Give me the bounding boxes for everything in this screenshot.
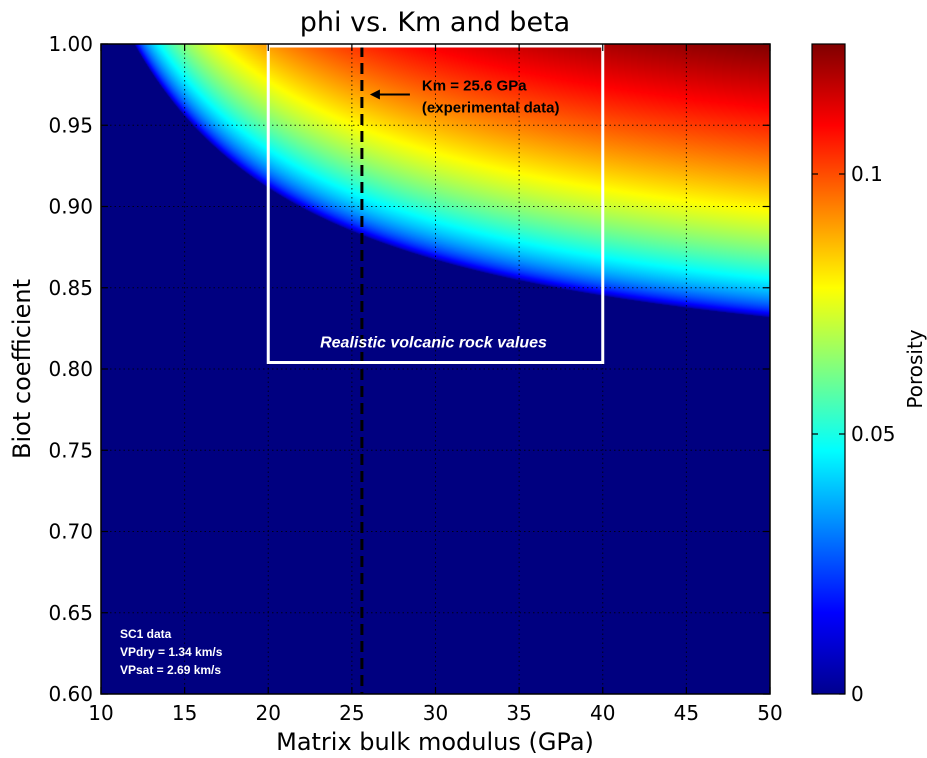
y-axis: 0.60 0.65 0.70 0.75 0.80 0.85 0.90 0.95 1.00 bbox=[48, 32, 770, 706]
km-annotation-line-2: (experimental data) bbox=[422, 100, 560, 117]
km-annotation: Km = 25.6 GPa (experimental data) bbox=[369, 78, 560, 117]
y-tick-label: 1.00 bbox=[48, 32, 93, 56]
y-tick-label: 0.90 bbox=[48, 195, 93, 219]
y-tick-label: 0.75 bbox=[48, 438, 93, 462]
chart-title: phi vs. Km and beta bbox=[300, 7, 570, 38]
colorbar-tick-label: 0 bbox=[851, 682, 864, 706]
x-tick-label: 30 bbox=[423, 701, 448, 725]
x-tick-label: 50 bbox=[757, 701, 782, 725]
y-tick-label: 0.95 bbox=[48, 113, 93, 137]
sc1-annotation-line-2: VPdry = 1.34 km/s bbox=[120, 645, 223, 659]
y-tick-label: 0.60 bbox=[48, 682, 93, 706]
colorbar: 0 0.05 0.1 Porosity bbox=[811, 43, 927, 706]
sc1-annotation-line-3: VPsat = 2.69 km/s bbox=[120, 663, 221, 677]
x-tick-label: 25 bbox=[339, 701, 364, 725]
grid-lines bbox=[101, 44, 770, 694]
y-tick-label: 0.65 bbox=[48, 601, 93, 625]
realistic-values-label: Realistic volcanic rock values bbox=[320, 335, 547, 352]
x-tick-label: 35 bbox=[506, 701, 531, 725]
colorbar-label: Porosity bbox=[903, 329, 927, 408]
x-tick-label: 10 bbox=[88, 701, 113, 725]
km-annotation-line-1: Km = 25.6 GPa bbox=[422, 78, 527, 95]
colorbar-ticks: 0 0.05 0.1 bbox=[812, 162, 896, 706]
x-axis-label: Matrix bulk modulus (GPa) bbox=[276, 728, 594, 756]
colorbar-tick-label: 0.1 bbox=[851, 162, 883, 186]
x-tick-label: 45 bbox=[674, 701, 699, 725]
y-axis-label: Biot coefficient bbox=[8, 279, 36, 459]
sc1-data-annotation: SC1 data VPdry = 1.34 km/s VPsat = 2.69 … bbox=[120, 627, 223, 677]
km-annotation-arrowhead bbox=[369, 89, 380, 100]
x-axis: 10 15 20 25 30 35 40 45 50 bbox=[88, 44, 783, 725]
x-tick-label: 15 bbox=[172, 701, 197, 725]
colorbar-gradient bbox=[811, 43, 846, 695]
y-tick-label: 0.80 bbox=[48, 357, 93, 381]
y-tick-label: 0.85 bbox=[48, 276, 93, 300]
y-tick-label: 0.70 bbox=[48, 520, 93, 544]
sc1-annotation-line-1: SC1 data bbox=[120, 627, 172, 641]
colorbar-tick-label: 0.05 bbox=[851, 422, 896, 446]
x-tick-label: 40 bbox=[590, 701, 615, 725]
x-tick-label: 20 bbox=[256, 701, 281, 725]
